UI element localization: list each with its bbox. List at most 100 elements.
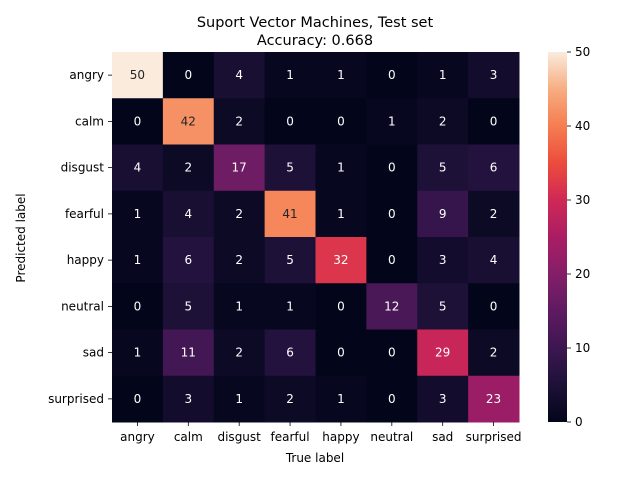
x-tick-fearful: fearful	[271, 430, 310, 444]
y-axis-ticks: angry calm disgust fearful happy neutral sad su…	[48, 68, 112, 406]
cell-value-label: 12	[384, 299, 399, 313]
cell-value-label: 1	[286, 299, 294, 313]
cell-disgust-calm	[162, 144, 215, 192]
cell-value-label: 1	[286, 68, 294, 82]
cell-neutral-happy	[315, 283, 367, 330]
cell-angry-fearful	[264, 52, 316, 99]
cell-angry-surprised	[468, 52, 520, 99]
cell-sad-calm	[162, 329, 215, 377]
cell-value-label: 0	[286, 114, 294, 128]
cell-surprised-happy	[315, 375, 367, 423]
y-tick-sad: sad	[83, 346, 104, 360]
x-tick-angry: angry	[120, 430, 155, 444]
cell-value-label: 0	[337, 299, 345, 313]
cell-value-label: 3	[439, 392, 447, 406]
cell-angry-calm	[162, 52, 215, 99]
cell-value-label: 23	[486, 392, 501, 406]
cell-fearful-happy	[315, 190, 367, 238]
cell-surprised-surprised	[468, 375, 520, 423]
cell-value-label: 0	[388, 68, 396, 82]
cell-value-label: 0	[134, 392, 142, 406]
x-tick-calm: calm	[174, 430, 203, 444]
cell-value-label: 4	[134, 161, 142, 175]
cell-value-label: 0	[337, 346, 345, 360]
cell-disgust-fearful	[264, 144, 316, 192]
cell-calm-disgust	[213, 98, 266, 145]
cell-calm-neutral	[366, 98, 418, 145]
cell-sad-fearful	[264, 329, 316, 377]
cell-neutral-angry	[112, 283, 164, 330]
cell-happy-neutral	[366, 237, 418, 284]
y-tick-disgust: disgust	[61, 161, 105, 175]
y-tick-surprised: surprised	[48, 392, 104, 406]
x-tick-happy: happy	[322, 430, 359, 444]
colorbar-tick-30: 30	[575, 193, 590, 207]
cell-disgust-neutral	[366, 144, 418, 192]
cell-disgust-sad	[417, 144, 469, 192]
x-tick-disgust: disgust	[217, 430, 261, 444]
cell-happy-fearful	[264, 237, 316, 284]
cell-value-label: 2	[235, 346, 243, 360]
cell-value-label: 0	[388, 253, 396, 267]
cell-angry-disgust	[213, 52, 266, 99]
cell-value-label: 1	[439, 68, 447, 82]
cell-value-label: 1	[337, 68, 345, 82]
cell-value-label: 11	[181, 346, 196, 360]
cell-value-label: 42	[181, 114, 196, 128]
cell-value-label: 2	[490, 346, 498, 360]
cell-sad-happy	[315, 329, 367, 377]
cell-disgust-surprised	[468, 144, 520, 192]
cell-value-label: 32	[333, 253, 348, 267]
cell-value-label: 17	[232, 161, 247, 175]
cell-happy-surprised	[468, 237, 520, 284]
cell-fearful-surprised	[468, 190, 520, 238]
cell-surprised-neutral	[366, 375, 418, 423]
colorbar-tick-50: 50	[575, 45, 590, 59]
cell-sad-angry	[112, 329, 164, 377]
chart-title: Suport Vector Machines, Test set	[197, 15, 434, 31]
cell-value-label: 0	[388, 207, 396, 221]
cell-value-label: 41	[282, 207, 297, 221]
cell-value-label: 0	[490, 114, 498, 128]
cell-value-label: 0	[184, 68, 192, 82]
cell-neutral-neutral	[366, 283, 418, 330]
cell-fearful-disgust	[213, 190, 266, 238]
cell-surprised-angry	[112, 375, 164, 423]
cell-value-label: 2	[235, 207, 243, 221]
cell-neutral-fearful	[264, 283, 316, 330]
cell-calm-angry	[112, 98, 164, 145]
cell-value-label: 1	[134, 253, 142, 267]
cell-calm-surprised	[468, 98, 520, 145]
cell-neutral-disgust	[213, 283, 266, 330]
cell-calm-calm	[162, 98, 215, 145]
cell-happy-angry	[112, 237, 164, 284]
cell-value-label: 0	[337, 114, 345, 128]
chart-subtitle: Accuracy: 0.668	[257, 33, 373, 49]
cell-value-label: 6	[286, 346, 294, 360]
cell-value-label: 2	[235, 114, 243, 128]
cell-happy-sad	[417, 237, 469, 284]
cell-value-label: 1	[134, 207, 142, 221]
cell-value-label: 1	[337, 161, 345, 175]
cell-value-label: 3	[439, 253, 447, 267]
y-tick-calm: calm	[75, 114, 104, 128]
cell-value-label: 4	[490, 253, 498, 267]
cell-value-label: 1	[337, 207, 345, 221]
cell-disgust-happy	[315, 144, 367, 192]
heatmap-cells: 50 0 4 1 1 0 1 30 42 2 0 0 1 2 04 2 17 5 1 0 5 61 4 2 41 1 0 9 21 6 2 5…	[112, 52, 520, 423]
cell-value-label: 0	[134, 299, 142, 313]
cell-value-label: 0	[134, 114, 142, 128]
y-tick-neutral: neutral	[61, 299, 104, 313]
cell-value-label: 1	[235, 299, 243, 313]
cell-calm-fearful	[264, 98, 316, 145]
cell-value-label: 1	[134, 346, 142, 360]
cell-value-label: 3	[184, 392, 192, 406]
cell-surprised-fearful	[264, 375, 316, 423]
colorbar-gradient	[548, 52, 567, 422]
cell-disgust-disgust	[213, 144, 266, 192]
x-tick-surprised: surprised	[466, 430, 522, 444]
cell-value-label: 1	[235, 392, 243, 406]
x-tick-sad: sad	[432, 430, 453, 444]
cell-angry-neutral	[366, 52, 418, 99]
cell-fearful-neutral	[366, 190, 418, 238]
